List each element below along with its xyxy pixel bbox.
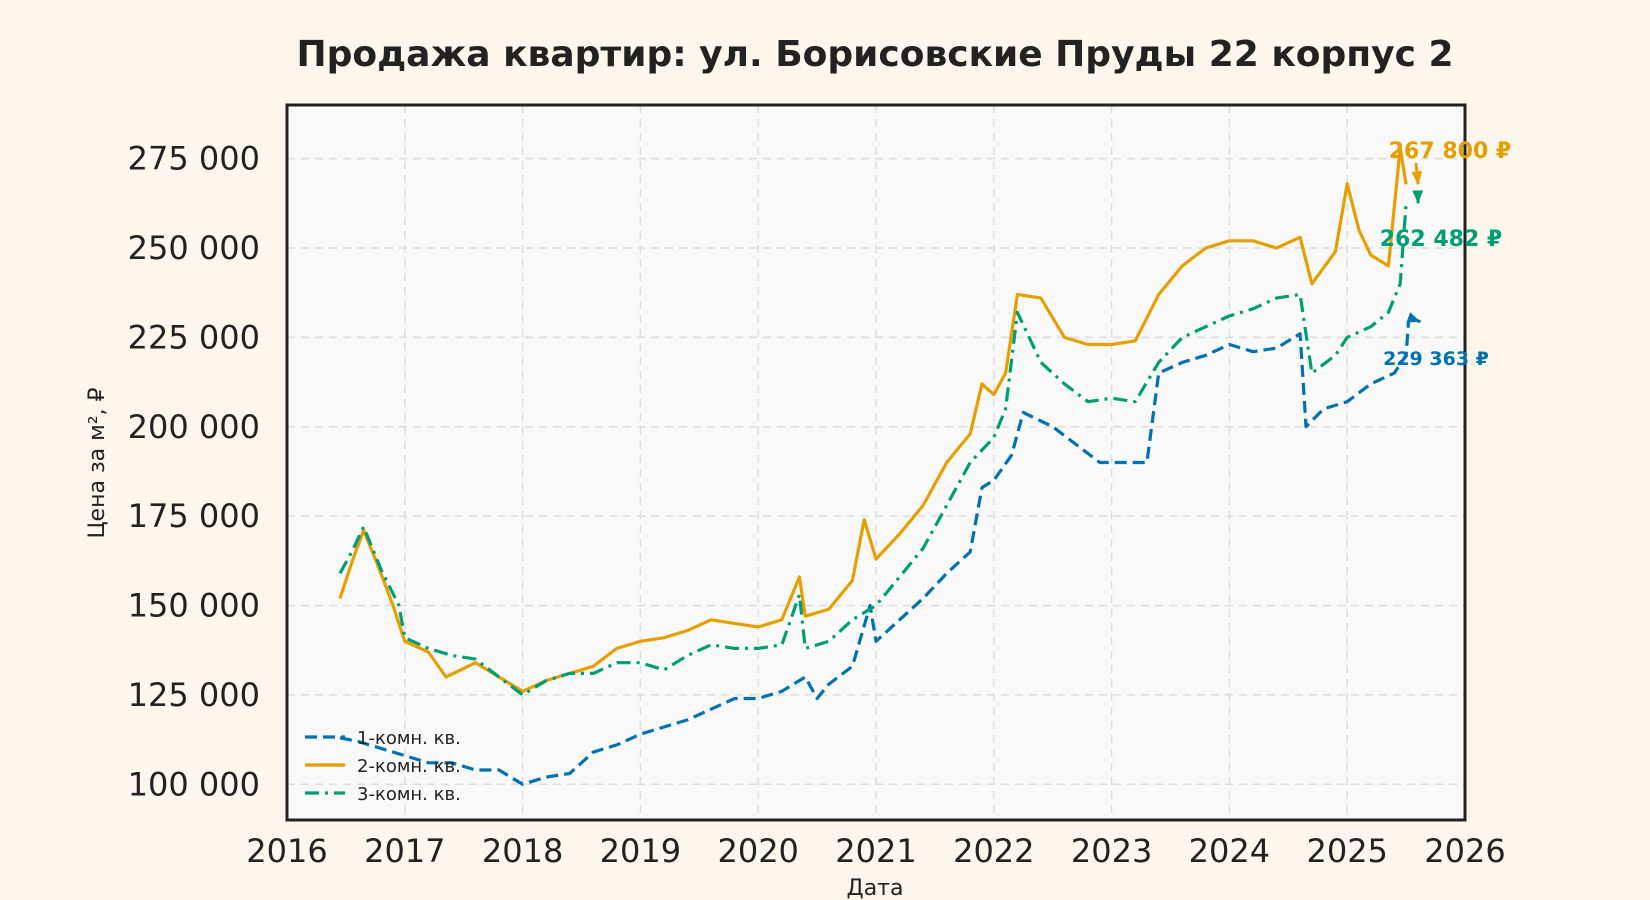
x-tick-label: 2022 [953, 832, 1034, 870]
x-tick-label: 2017 [364, 832, 445, 870]
series-line-1 [339, 321, 1411, 786]
series-line-3 [338, 203, 1408, 697]
y-tick-label: 225 000 [128, 318, 260, 356]
x-tick-label: 2020 [717, 832, 798, 870]
annotation-label: 262 482 ₽ [1380, 227, 1502, 252]
chart-title: Продажа квартир: ул. Борисовские Пруды 2… [296, 34, 1453, 75]
annotation-arrowhead [1411, 170, 1423, 185]
y-tick-label: 125 000 [128, 676, 260, 714]
x-tick-label: 2025 [1306, 832, 1387, 870]
series-line-2 [338, 146, 1408, 693]
x-tick-label: 2019 [600, 832, 681, 870]
x-tick-label: 2024 [1189, 832, 1270, 870]
series-lines [338, 146, 1411, 786]
y-tick-label: 200 000 [128, 408, 260, 446]
legend-label: 2-комн. кв. [357, 756, 461, 777]
x-tick-label: 2021 [835, 832, 916, 870]
annotation-label: 267 800 ₽ [1389, 139, 1511, 164]
y-tick-label: 250 000 [128, 229, 260, 267]
y-axis-label: Цена за м², ₽ [85, 387, 110, 538]
plot-frame [285, 103, 1467, 822]
x-tick-label: 2026 [1424, 832, 1505, 870]
y-tick-label: 175 000 [128, 497, 260, 535]
y-tick-label: 100 000 [128, 765, 260, 803]
x-tick-label: 2016 [246, 832, 327, 870]
legend-label: 3-комн. кв. [357, 784, 461, 805]
legend: 1-комн. кв. 2-комн. кв. 3-комн. кв. [305, 728, 461, 805]
annotation-label: 229 363 ₽ [1383, 348, 1489, 370]
x-tick-label: 2023 [1071, 832, 1152, 870]
x-axis-label: Дата [847, 876, 904, 900]
y-tick-label: 275 000 [128, 140, 260, 178]
y-tick-label: 150 000 [128, 587, 260, 625]
annotation-arrowhead [1412, 190, 1424, 204]
x-tick-label: 2018 [482, 832, 563, 870]
annotation-arrowhead [1406, 312, 1421, 323]
legend-label: 1-комн. кв. [357, 728, 461, 749]
